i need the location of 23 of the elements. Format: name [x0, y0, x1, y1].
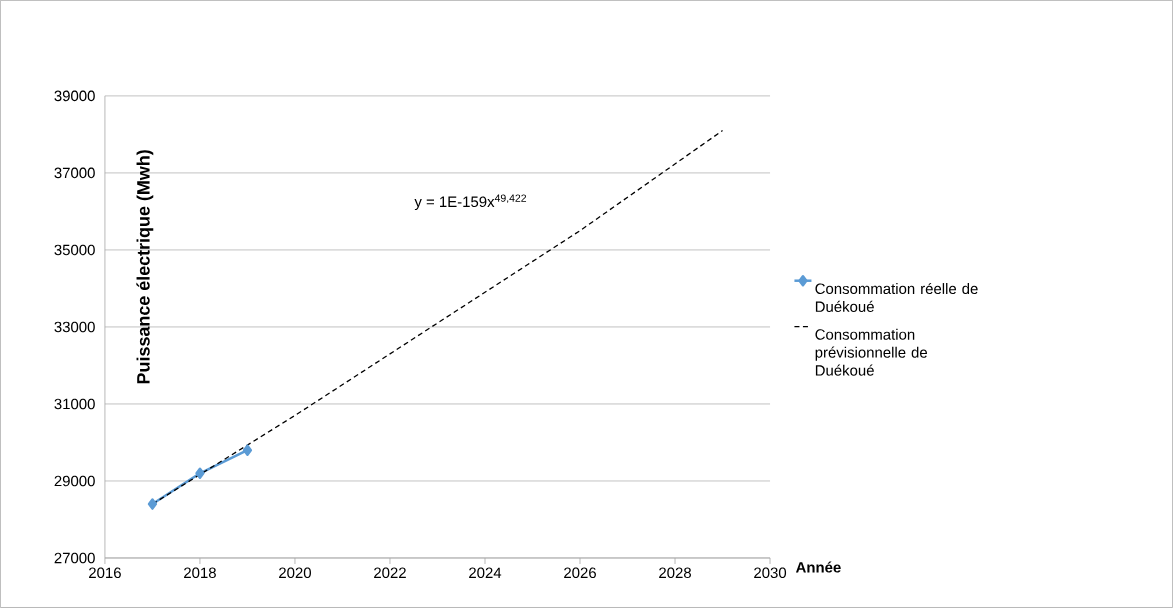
legend-label: Consommation réelle de Duékoué — [815, 282, 978, 313]
x-tick-label: 2016 — [89, 567, 121, 579]
x-tick-label: 2026 — [564, 567, 596, 579]
point — [147, 498, 158, 510]
x-tick-label: 2030 — [754, 567, 787, 579]
y-tick-label: 35000 — [54, 244, 95, 256]
annotation: y = 1E-159x$^{49,422}$ — [414, 194, 527, 211]
y-tick-label: 33000 — [54, 321, 95, 333]
y-tick-label: 29000 — [54, 475, 95, 487]
y-tick-label: 39000 — [54, 90, 95, 102]
x-tick-label: 2024 — [469, 567, 502, 579]
x-tick-label: 2020 — [279, 567, 311, 579]
point — [195, 467, 205, 480]
x-tick-label: 2028 — [659, 567, 691, 579]
legend-label: Consommation prévisionnelle de Duékoué — [815, 328, 927, 376]
y-axis-title: Puissance électrique (Mwh) — [136, 150, 154, 384]
x-axis-title: Année — [795, 561, 841, 573]
x-tick-label: 2018 — [184, 567, 216, 579]
x-tick-label: 2022 — [374, 567, 406, 579]
y-tick-label: 37000 — [54, 167, 95, 179]
point — [242, 444, 253, 456]
y-tick-label: 27000 — [54, 552, 95, 564]
y-tick-label: 31000 — [54, 398, 95, 410]
